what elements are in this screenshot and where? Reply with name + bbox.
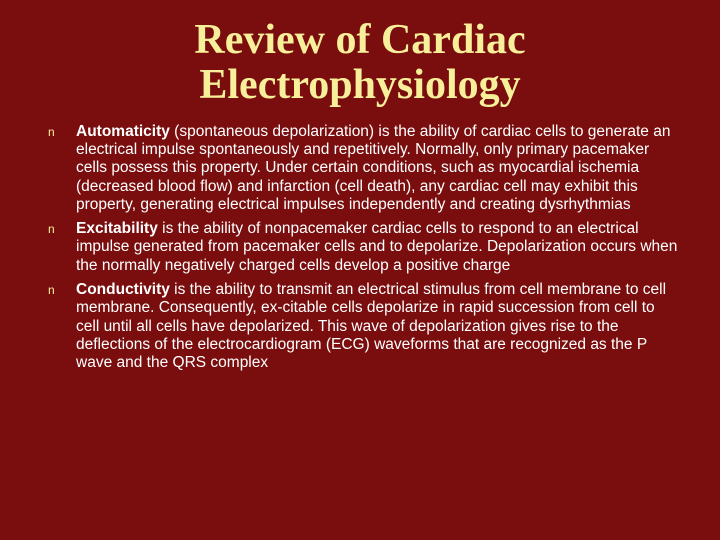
bullet-list: n Automaticity (spontaneous depolarizati… bbox=[42, 123, 678, 373]
definition-text: is the ability of nonpacemaker cardiac c… bbox=[76, 220, 677, 274]
square-bullet-icon: n bbox=[48, 125, 55, 139]
list-item: n Automaticity (spontaneous depolarizati… bbox=[42, 123, 678, 214]
term: Excitability bbox=[76, 220, 158, 237]
list-item: n Conductivity is the ability to transmi… bbox=[42, 281, 678, 372]
term: Conductivity bbox=[76, 281, 170, 298]
square-bullet-icon: n bbox=[48, 283, 55, 297]
square-bullet-icon: n bbox=[48, 222, 55, 236]
term: Automaticity bbox=[76, 123, 170, 140]
slide: Review of Cardiac Electrophysiology n Au… bbox=[0, 0, 720, 540]
slide-title: Review of Cardiac Electrophysiology bbox=[42, 18, 678, 109]
list-item: n Excitability is the ability of nonpace… bbox=[42, 220, 678, 275]
